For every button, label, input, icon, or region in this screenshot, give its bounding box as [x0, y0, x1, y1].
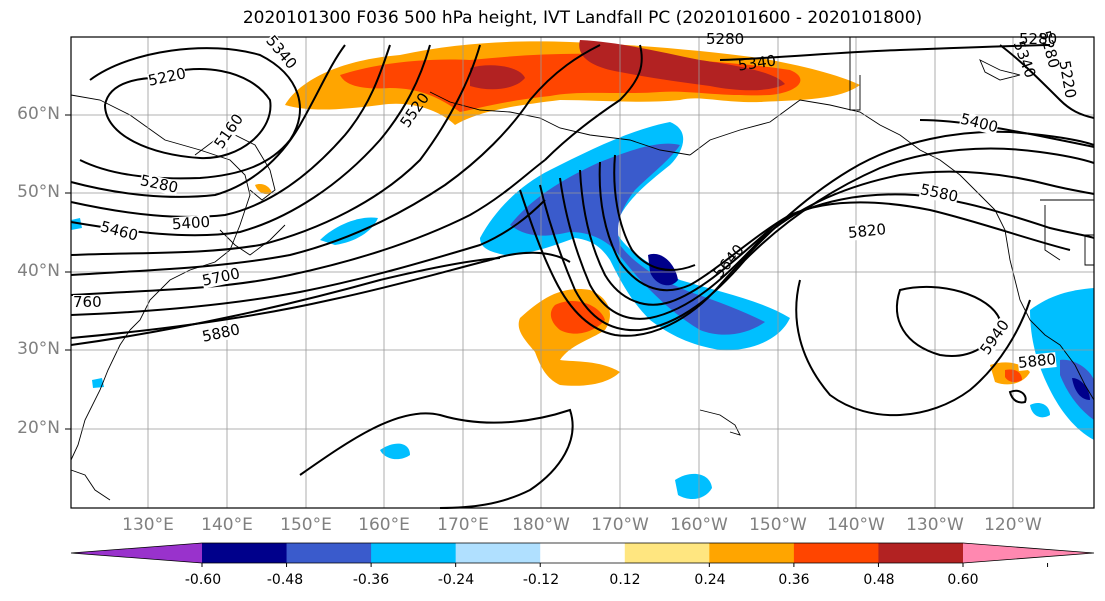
lat-label-20n: 20°N — [17, 418, 60, 438]
lat-label-50n: 50°N — [17, 182, 60, 202]
lon-label-170w: 170°W — [591, 515, 649, 535]
colorbar-segment — [878, 543, 964, 563]
tick-marks — [65, 114, 71, 430]
lon-label-150e: 150°E — [280, 515, 332, 535]
contour-label-5400-a: 5400 — [171, 212, 211, 234]
colorbar — [70, 542, 1095, 567]
contour-label-5880-b: 5880 — [1017, 350, 1057, 372]
contour-label-760: 760 — [73, 293, 102, 311]
colorbar-tick-label: 0.48 — [863, 572, 895, 588]
lon-label-140w: 140°W — [827, 515, 885, 535]
lon-label-140e: 140°E — [201, 515, 253, 535]
colorbar-tick-label: -0.24 — [437, 572, 475, 588]
colorbar-segment — [709, 543, 795, 563]
contour-label-5820: 5820 — [847, 220, 887, 242]
colorbar-tick-label: 0.24 — [694, 572, 726, 588]
colorbar-segment — [624, 543, 710, 563]
colorbar-tick-label: 0.60 — [947, 572, 979, 588]
colorbar-tick-label: 0.36 — [778, 572, 810, 588]
colorbar-tick-label: -0.12 — [522, 572, 560, 588]
colorbar-tick-label: -0.60 — [184, 572, 222, 588]
lon-label-160w: 160°W — [670, 515, 728, 535]
map-area — [70, 37, 1095, 509]
colorbar-segment — [371, 543, 457, 563]
lon-label-170e: 170°E — [437, 515, 489, 535]
colorbar-tick-label: -0.36 — [352, 572, 390, 588]
colorbar-tick-label: -0.48 — [266, 572, 304, 588]
lon-label-130e: 130°E — [122, 515, 174, 535]
colorbar-segment — [286, 543, 372, 563]
colorbar-tick-label: 0.12 — [609, 572, 641, 588]
colorbar-extend-high — [963, 543, 1094, 563]
lon-label-180w: 180°W — [512, 515, 570, 535]
colorbar-extend-low — [71, 543, 202, 563]
colorbar-segment — [793, 543, 879, 563]
lon-label-150w: 150°W — [749, 515, 807, 535]
lat-label-60n: 60°N — [17, 104, 60, 124]
colorbar-segment — [540, 543, 626, 563]
contour-label-5280-a: 5280 — [706, 30, 745, 48]
lat-label-30n: 30°N — [17, 339, 60, 359]
lon-label-160e: 160°E — [358, 515, 410, 535]
map-title: 2020101300 F036 500 hPa height, IVT Land… — [242, 8, 923, 28]
colorbar-segment — [455, 543, 541, 563]
colorbar-segment — [202, 543, 288, 563]
lat-label-40n: 40°N — [17, 261, 60, 281]
lon-label-130w: 130°W — [906, 515, 964, 535]
graticule — [71, 37, 1094, 508]
lon-label-120w: 120°W — [984, 515, 1042, 535]
contour-label-5280-b: 5280 — [1019, 30, 1058, 48]
